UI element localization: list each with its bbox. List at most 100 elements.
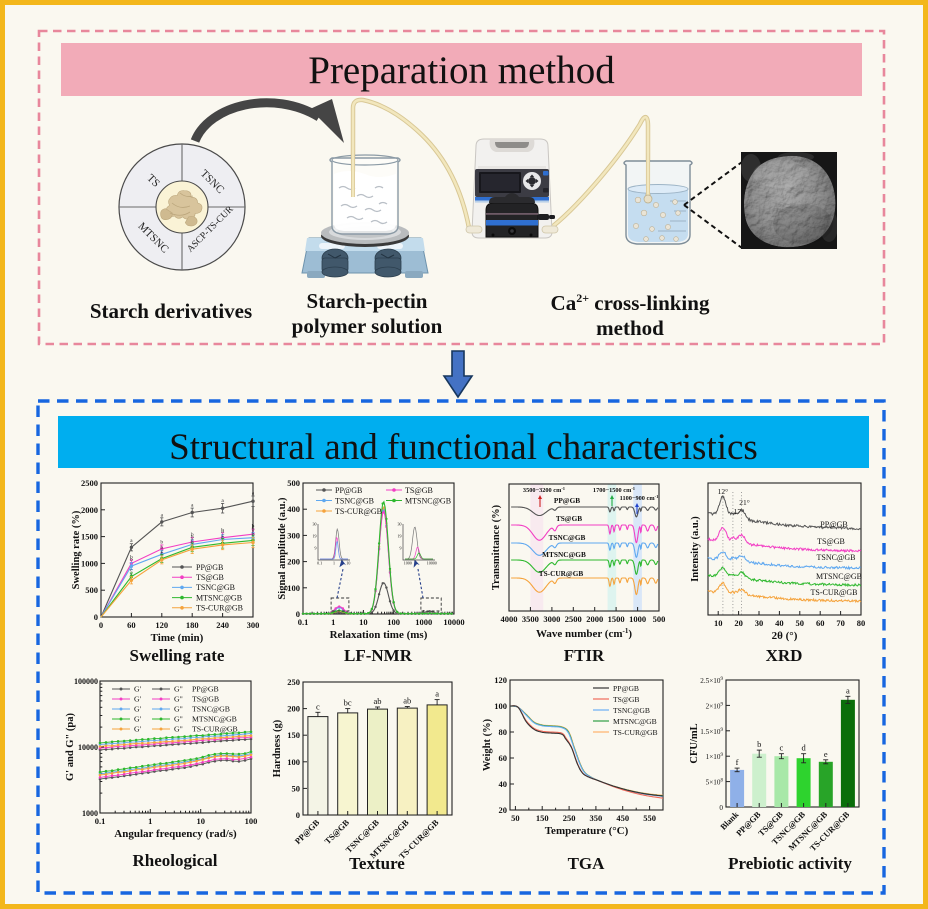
svg-text:c: c — [130, 571, 133, 577]
svg-text:G': G' — [134, 715, 142, 724]
svg-text:30: 30 — [313, 522, 317, 527]
svg-text:PP@GB: PP@GB — [335, 486, 362, 495]
svg-text:TSNC@GB: TSNC@GB — [335, 496, 374, 505]
svg-text:Intensity (a.u.): Intensity (a.u.) — [690, 516, 701, 582]
svg-text:Temperature (°C): Temperature (°C) — [545, 825, 629, 837]
svg-text:c: c — [191, 537, 194, 543]
svg-text:19: 19 — [398, 534, 402, 539]
svg-text:80: 80 — [499, 727, 508, 737]
svg-text:Wave number (cm-1): Wave number (cm-1) — [536, 627, 632, 640]
svg-text:MTSNC@GB: MTSNC@GB — [405, 496, 451, 505]
svg-text:2θ (°): 2θ (°) — [772, 630, 798, 642]
svg-text:b: b — [252, 524, 255, 530]
svg-text:100: 100 — [287, 757, 300, 767]
svg-text:70: 70 — [836, 618, 845, 628]
svg-text:0: 0 — [719, 804, 723, 812]
svg-text:Time (min): Time (min) — [151, 632, 204, 644]
svg-text:PP@GB: PP@GB — [820, 520, 847, 529]
svg-text:3500: 3500 — [522, 614, 539, 624]
svg-text:200: 200 — [287, 704, 300, 714]
svg-text:ab: ab — [373, 696, 381, 706]
svg-text:PP@GB: PP@GB — [192, 685, 219, 694]
svg-text:50: 50 — [511, 813, 520, 823]
svg-text:1000: 1000 — [629, 614, 646, 624]
svg-text:TS-CUR@GB: TS-CUR@GB — [335, 507, 382, 516]
svg-text:bc: bc — [344, 698, 352, 708]
svg-text:Swelling rate (%): Swelling rate (%) — [71, 510, 82, 589]
svg-text:a: a — [846, 685, 850, 695]
svg-text:500: 500 — [287, 478, 300, 488]
svg-text:TSNC@GB: TSNC@GB — [549, 533, 586, 542]
svg-text:1: 1 — [333, 561, 335, 566]
svg-text:1000: 1000 — [82, 809, 98, 818]
svg-text:10000: 10000 — [78, 743, 98, 752]
svg-text:180: 180 — [186, 620, 199, 630]
svg-text:TS-CUR@GB: TS-CUR@GB — [613, 728, 658, 737]
svg-text:b: b — [221, 529, 224, 535]
svg-text:1000: 1000 — [415, 617, 432, 627]
svg-text:c: c — [191, 539, 194, 545]
svg-text:b: b — [191, 534, 194, 540]
svg-text:50: 50 — [292, 783, 301, 793]
svg-text:100: 100 — [245, 816, 258, 826]
svg-text:Hardness (g): Hardness (g) — [272, 719, 283, 777]
svg-text:0: 0 — [296, 609, 300, 619]
svg-text:G': G' — [134, 725, 142, 734]
svg-text:350: 350 — [590, 813, 603, 823]
svg-text:TSNC@GB: TSNC@GB — [192, 705, 230, 714]
svg-text:2000: 2000 — [81, 505, 98, 515]
svg-text:b: b — [160, 539, 163, 545]
svg-text:PP@GB: PP@GB — [196, 563, 223, 572]
svg-text:30: 30 — [398, 522, 402, 527]
svg-text:c: c — [221, 533, 224, 539]
svg-text:80: 80 — [857, 618, 866, 628]
svg-text:17°: 17° — [734, 507, 745, 516]
svg-text:5×108: 5×108 — [706, 779, 724, 787]
svg-text:MTSNC@GB: MTSNC@GB — [192, 715, 237, 724]
svg-text:a: a — [435, 689, 439, 699]
svg-text:ab: ab — [403, 696, 411, 706]
svg-text:Weight (%): Weight (%) — [482, 718, 493, 771]
svg-text:c: c — [221, 535, 224, 541]
svg-text:20: 20 — [734, 618, 743, 628]
svg-text:Signal amplitude (a.u.): Signal amplitude (a.u.) — [278, 497, 288, 600]
svg-text:a: a — [221, 498, 224, 504]
svg-text:21°: 21° — [739, 498, 750, 507]
svg-text:a: a — [252, 491, 255, 497]
svg-text:a: a — [161, 512, 164, 518]
svg-text:12°: 12° — [718, 487, 729, 496]
svg-text:60: 60 — [499, 753, 508, 763]
svg-text:PP@GB: PP@GB — [554, 496, 580, 505]
svg-text:2500: 2500 — [565, 614, 582, 624]
svg-text:50: 50 — [796, 618, 805, 628]
svg-text:0.1: 0.1 — [317, 561, 322, 566]
svg-text:CFU/mL: CFU/mL — [690, 723, 700, 763]
svg-text:2500: 2500 — [81, 478, 98, 488]
svg-text:1700−1500 cm-1: 1700−1500 cm-1 — [593, 486, 636, 494]
svg-text:MTSNC@GB: MTSNC@GB — [196, 593, 242, 602]
svg-text:PP@GB: PP@GB — [613, 684, 639, 693]
svg-text:TSNC@GB: TSNC@GB — [613, 706, 650, 715]
svg-text:b: b — [221, 527, 224, 533]
svg-text:1500: 1500 — [81, 532, 98, 542]
svg-text:c: c — [316, 701, 320, 711]
svg-text:MTSNC@GB: MTSNC@GB — [542, 550, 586, 559]
svg-text:1×109: 1×109 — [706, 753, 724, 761]
svg-text:300: 300 — [287, 530, 300, 540]
svg-text:2×109: 2×109 — [706, 702, 724, 710]
svg-text:9: 9 — [315, 546, 317, 551]
svg-text:e: e — [824, 749, 828, 759]
svg-text:60: 60 — [816, 618, 825, 628]
svg-text:G': G' — [134, 695, 142, 704]
svg-text:10000: 10000 — [443, 617, 464, 627]
svg-text:TS@GB: TS@GB — [322, 817, 351, 846]
svg-text:G' and G" (pa): G' and G" (pa) — [65, 713, 76, 781]
svg-text:9: 9 — [400, 546, 402, 551]
svg-text:TS-CUR@GB: TS-CUR@GB — [196, 604, 243, 613]
svg-text:TS-CUR@GB: TS-CUR@GB — [539, 569, 584, 578]
svg-text:TS@GB: TS@GB — [405, 486, 433, 495]
svg-text:19: 19 — [313, 534, 317, 539]
svg-text:450: 450 — [616, 813, 629, 823]
svg-text:c: c — [161, 550, 164, 556]
svg-text:G": G" — [174, 695, 183, 704]
